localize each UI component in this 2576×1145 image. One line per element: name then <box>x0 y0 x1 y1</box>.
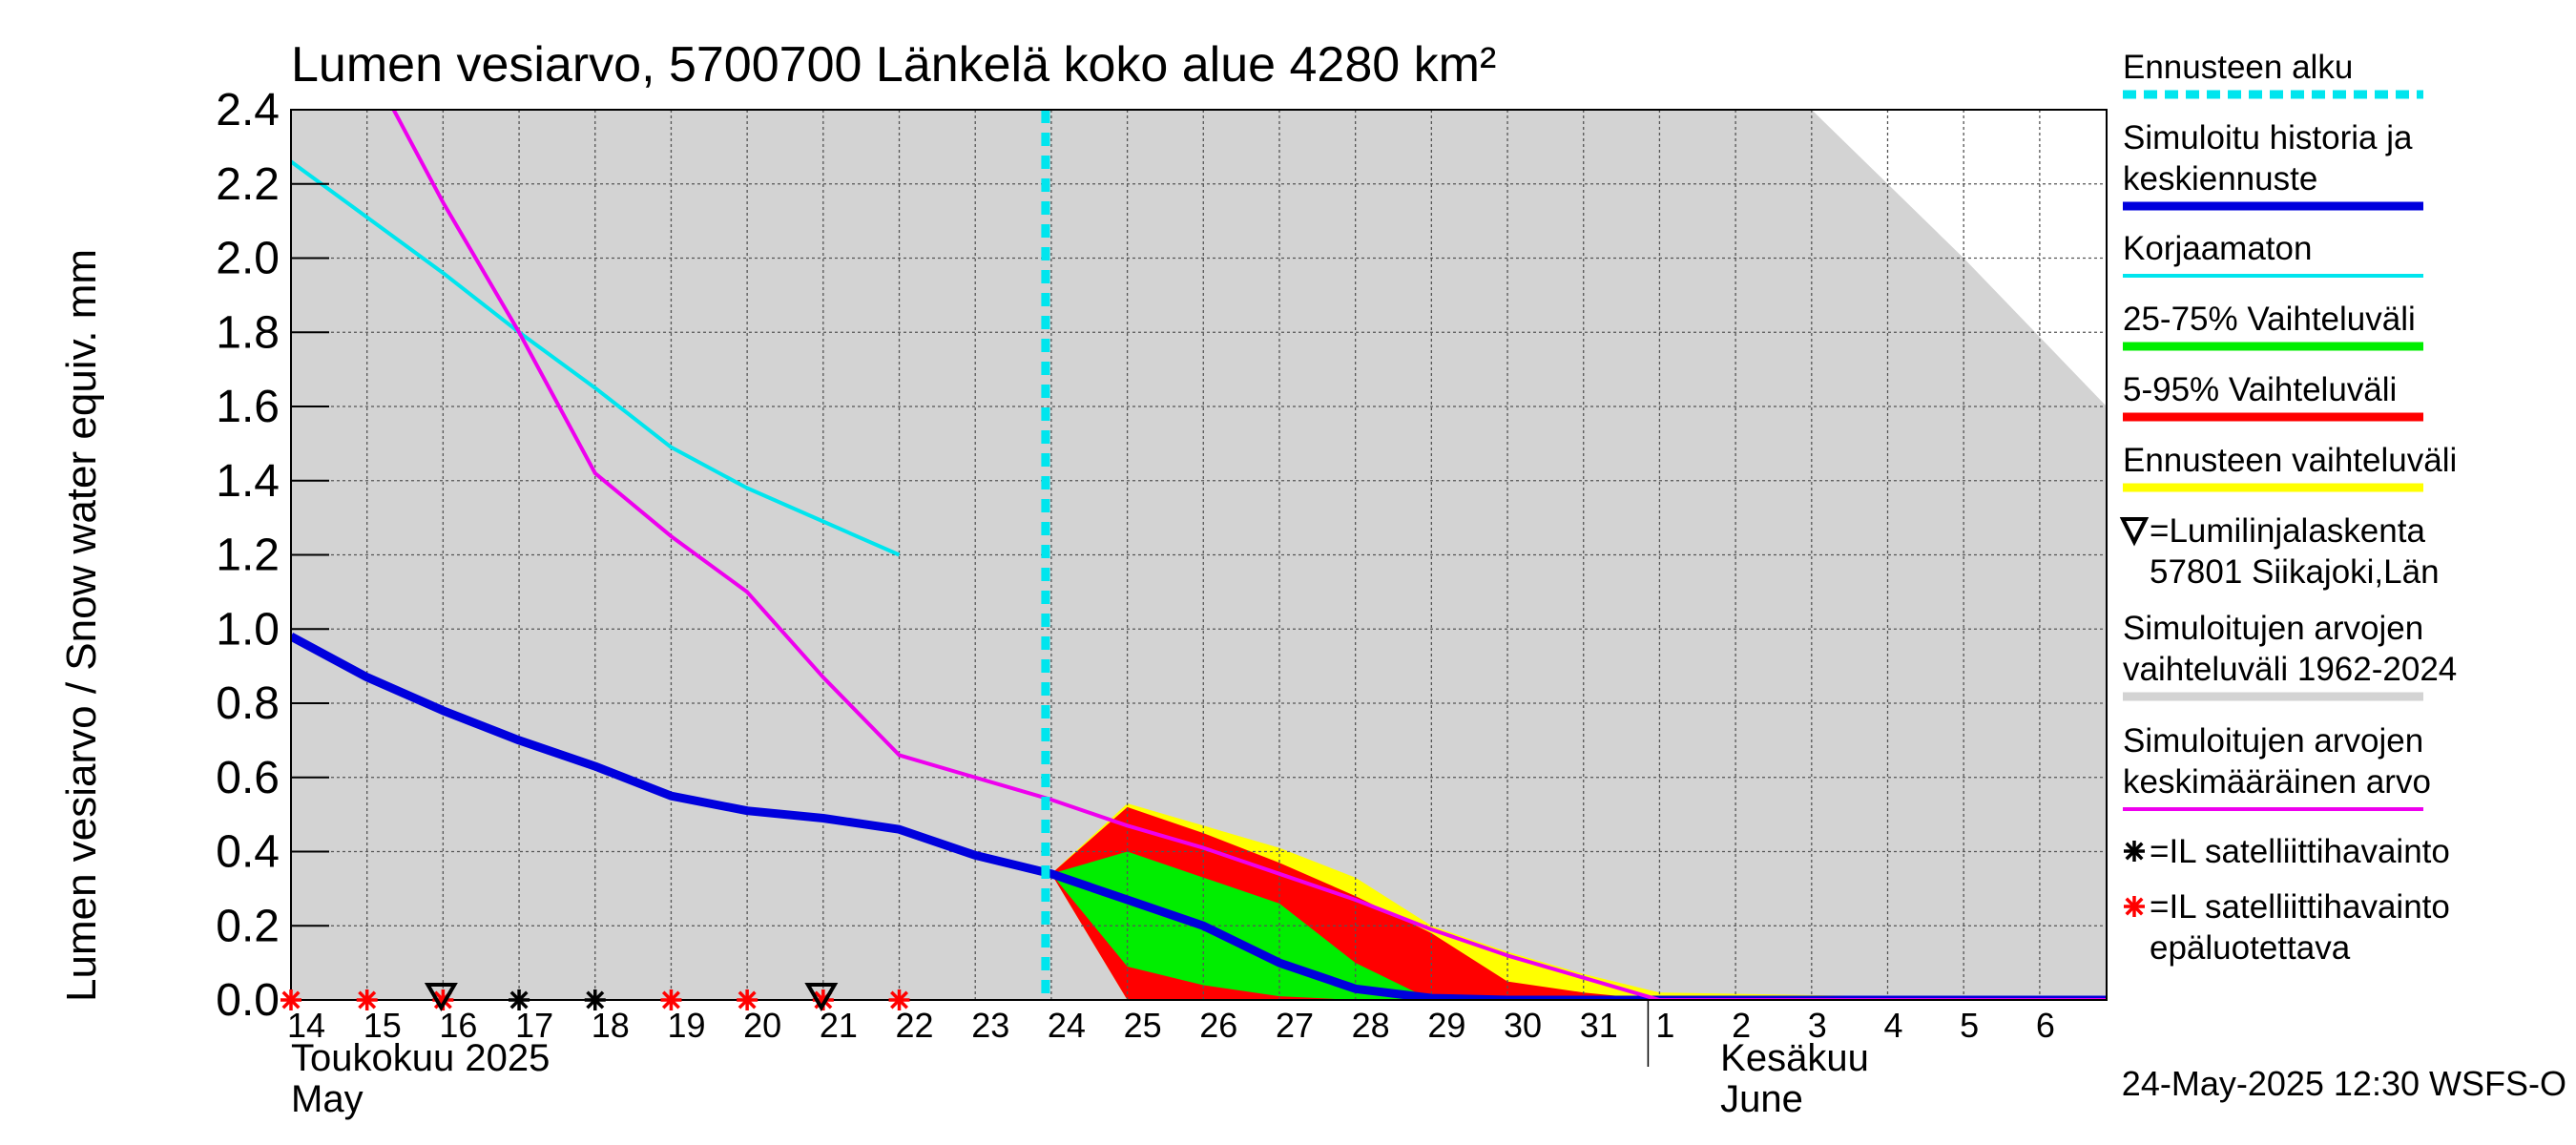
chart-title: Lumen vesiarvo, 5700700 Länkelä koko alu… <box>291 37 1496 93</box>
marker-unreliable-3 <box>660 989 682 1010</box>
plot-area: 0.0 0.2 0.4 0.6 0.8 1.0 1.2 1.4 1.6 1.8 2.0 2.2 2.4 1… <box>216 85 2145 1120</box>
marker-unreliable-6 <box>888 989 910 1010</box>
plot-layers <box>291 110 2107 1000</box>
legend-label-10-0: =IL satelliittihavainto <box>2150 888 2450 926</box>
legend-label-7-0: Simuloitujen arvojen <box>2123 610 2423 647</box>
legend-label-6-0: =Lumilinjalaskenta <box>2150 512 2425 550</box>
x-tick-label-8: 22 <box>896 1006 934 1045</box>
y-tick-label-0: 0.0 <box>216 975 280 1026</box>
x-tick-label-1: 15 <box>364 1006 402 1045</box>
legend-label-5-0: Ennusteen vaihteluväli <box>2123 442 2457 479</box>
month-label-1: Kesäkuu <box>1720 1037 1869 1079</box>
y-tick-label-12: 2.4 <box>216 85 280 135</box>
x-tick-label-17: 31 <box>1580 1006 1618 1045</box>
y-tick-label-10: 2.0 <box>216 234 280 284</box>
y-axis-label: Lumen vesiarvo / Snow water equiv. mm <box>58 249 105 1002</box>
y-tick-label-1: 0.2 <box>216 901 280 951</box>
legend-label-2-0: Korjaamaton <box>2123 230 2312 267</box>
legend-label-6-1: 57801 Siikajoki,Län <box>2150 553 2440 591</box>
legend-label-1-0: Simuloitu historia ja <box>2123 119 2413 156</box>
y-tick-label-3: 0.6 <box>216 753 280 803</box>
x-tick-label-15: 29 <box>1427 1006 1465 1045</box>
x-tick-label-13: 27 <box>1276 1006 1314 1045</box>
month-sublabel-0: May <box>291 1078 364 1120</box>
x-tick-label-23: 6 <box>2036 1006 2055 1045</box>
marker-unreliable-0-stroke-3 <box>281 990 301 1010</box>
y-tick-label-11: 2.2 <box>216 159 280 210</box>
legend-label-10-1: epäluotettava <box>2150 929 2351 967</box>
y-tick-label-7: 1.4 <box>216 456 280 507</box>
marker-unreliable-1-stroke-3 <box>358 990 377 1010</box>
x-tick-label-12: 26 <box>1199 1006 1237 1045</box>
legend-label-8-0: Simuloitujen arvojen <box>2123 722 2423 760</box>
legend-label-1-1: keskiennuste <box>2123 160 2317 198</box>
marker-satellite-1-stroke-3 <box>586 990 605 1010</box>
x-tick-label-0: 14 <box>287 1006 325 1045</box>
legend-swatch-9-stroke-3 <box>2125 842 2144 861</box>
y-tick-label-4: 0.8 <box>216 678 280 729</box>
y-tick-label-9: 1.8 <box>216 307 280 358</box>
legend-label-8-1: keskimääräinen arvo <box>2123 763 2431 801</box>
series-line-1 <box>291 159 901 557</box>
marker-satellite-1 <box>584 989 606 1010</box>
footer-timestamp: 24-May-2025 12:30 WSFS-O <box>2122 1064 2566 1103</box>
legend-swatch-10-stroke-3 <box>2125 897 2144 916</box>
x-tick-label-5: 19 <box>667 1006 705 1045</box>
marker-unreliable-3-stroke-3 <box>661 990 680 1010</box>
marker-snowline-1 <box>804 983 839 1011</box>
legend-label-7-1: vaihteluväli 1962-2024 <box>2123 651 2457 688</box>
marker-unreliable-1 <box>356 989 378 1010</box>
legend-label-4-0: 5-95% Vaihteluväli <box>2123 371 2397 408</box>
marker-satellite-0-stroke-3 <box>509 990 529 1010</box>
legend-label-0-0: Ennusteen alku <box>2123 49 2353 86</box>
legend-label-9-0: =IL satelliittihavainto <box>2150 833 2450 870</box>
x-tick-label-9: 23 <box>971 1006 1009 1045</box>
month-label-0: Toukokuu 2025 <box>291 1037 550 1079</box>
marker-satellite-0 <box>509 989 530 1010</box>
y-tick-label-8: 1.6 <box>216 382 280 432</box>
x-tick-label-3: 17 <box>515 1006 553 1045</box>
x-tick-label-18: 1 <box>1655 1006 1674 1045</box>
legend-swatch-10 <box>2124 896 2145 917</box>
y-tick-label-5: 1.0 <box>216 604 280 655</box>
legend-swatch-6 <box>2119 517 2150 547</box>
x-tick-label-4: 18 <box>592 1006 630 1045</box>
legend: Ennusteen alku Simuloitu historia ja keski… <box>2119 49 2457 967</box>
x-tick-label-20: 3 <box>1808 1006 1827 1045</box>
legend-label-3-0: 25-75% Vaihteluväli <box>2123 301 2416 338</box>
x-tick-label-11: 25 <box>1124 1006 1162 1045</box>
x-tick-label-2: 16 <box>439 1006 477 1045</box>
x-tick-label-7: 21 <box>820 1006 858 1045</box>
marker-unreliable-4-stroke-3 <box>737 990 757 1010</box>
y-tick-label-6: 1.2 <box>216 531 280 581</box>
marker-unreliable-4 <box>737 989 758 1010</box>
x-tick-label-6: 20 <box>743 1006 781 1045</box>
x-tick-label-22: 5 <box>1960 1006 1979 1045</box>
x-tick-label-14: 28 <box>1352 1006 1390 1045</box>
series-line-2 <box>391 110 2107 1000</box>
x-tick-label-19: 2 <box>1732 1006 1751 1045</box>
month-sublabel-1: June <box>1720 1078 1803 1120</box>
x-tick-label-21: 4 <box>1883 1006 1902 1045</box>
legend-swatch-9 <box>2124 841 2145 862</box>
x-tick-label-16: 30 <box>1504 1006 1542 1045</box>
marker-snowline-0 <box>424 983 458 1011</box>
y-tick-label-2: 0.4 <box>216 827 280 878</box>
x-tick-label-10: 24 <box>1048 1006 1086 1045</box>
marker-unreliable-0 <box>280 989 301 1010</box>
marker-unreliable-6-stroke-3 <box>890 990 909 1010</box>
